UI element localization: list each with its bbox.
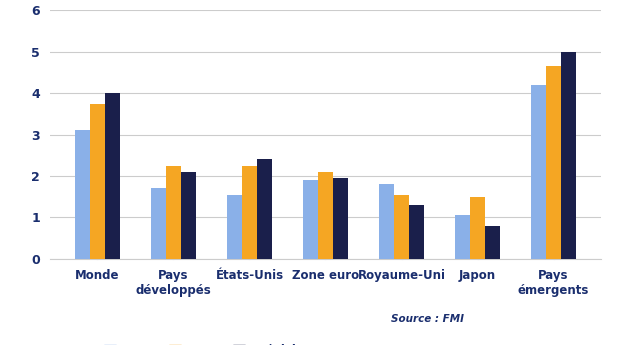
Bar [105, 93, 120, 259]
Bar [546, 66, 561, 259]
Bar [409, 205, 424, 259]
Bar [454, 215, 470, 259]
Bar [561, 52, 577, 259]
Bar [166, 166, 181, 259]
Text: Source : FMI: Source : FMI [391, 314, 464, 324]
Bar [303, 180, 318, 259]
Bar [333, 178, 348, 259]
Legend: 2016, 2017, prévisions 2018: 2016, 2017, prévisions 2018 [100, 339, 361, 345]
Bar [394, 195, 409, 259]
Bar [74, 130, 90, 259]
Bar [485, 226, 500, 259]
Bar [242, 166, 257, 259]
Bar [90, 104, 105, 259]
Bar [470, 197, 485, 259]
Bar [181, 172, 197, 259]
Bar [531, 85, 546, 259]
Bar [379, 184, 394, 259]
Bar [318, 172, 333, 259]
Bar [151, 188, 166, 259]
Bar [227, 195, 242, 259]
Bar [257, 159, 272, 259]
